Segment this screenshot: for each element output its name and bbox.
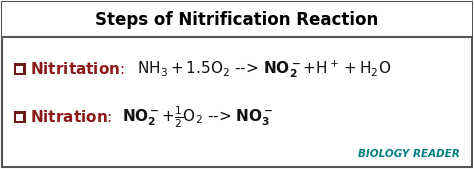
Bar [14,111,26,123]
Text: $\bf{Nitration}$:: $\bf{Nitration}$: [30,109,112,125]
Bar [2,2,472,37]
Bar [14,63,26,75]
Bar [17,66,24,73]
Bar [17,114,24,120]
Text: BIOLOGY READER: BIOLOGY READER [358,149,460,159]
Text: $\bf{NO_2^-}$$\rm{ + \frac{1}{2}O_2}$ --> $\bf{NO_3^-}$: $\bf{NO_2^-}$$\rm{ + \frac{1}{2}O_2}$ --… [122,104,273,130]
Text: $\rm{NH_3 + 1.5O_2}$ --> $\bf{NO_2^-}$$\rm{ + H^+ + H_2O}$: $\rm{NH_3 + 1.5O_2}$ --> $\bf{NO_2^-}$$\… [137,58,391,80]
Text: $\bf{Nitritation}$:: $\bf{Nitritation}$: [30,61,125,77]
Text: Steps of Nitrification Reaction: Steps of Nitrification Reaction [95,11,379,29]
